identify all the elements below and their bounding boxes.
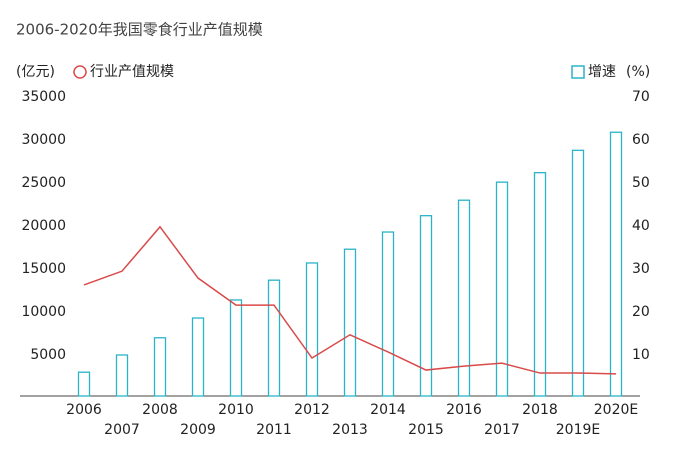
bar <box>267 279 281 397</box>
bar <box>495 181 509 397</box>
x-tick-label: 2015 <box>408 422 444 438</box>
y2-tick-label: 10 <box>632 347 650 363</box>
bar <box>343 248 357 397</box>
y2-axis-label: (%) <box>626 64 650 80</box>
legend-marker <box>571 65 585 79</box>
x-tick-label: 2006 <box>66 402 102 418</box>
x-tick-label: 2012 <box>294 402 330 418</box>
bar <box>305 262 319 397</box>
chart-title: 2006-2020年我国零食行业产值规模 <box>16 21 263 39</box>
line <box>83 225 617 375</box>
y2-tick-label: 30 <box>632 261 650 277</box>
y-tick-label: 20000 <box>21 218 66 234</box>
y2-tick-label: 20 <box>632 304 650 320</box>
x-tick-label: 2016 <box>446 402 482 418</box>
y-tick-label: 25000 <box>21 175 66 191</box>
x-tick-label: 2009 <box>180 422 216 438</box>
y-tick-label: 5000 <box>30 347 66 363</box>
legend-label: 行业产值规模 <box>90 64 174 80</box>
x-tick-label: 2007 <box>104 422 140 438</box>
bar <box>571 149 585 397</box>
x-tick-label: 2011 <box>256 422 292 438</box>
bar <box>609 131 623 397</box>
x-tick-label: 2014 <box>370 402 406 418</box>
bar <box>533 172 547 397</box>
x-tick-label: 2013 <box>332 422 368 438</box>
y2-tick-label: 40 <box>632 218 650 234</box>
x-tick-label: 2017 <box>484 422 520 438</box>
x-tick-label: 2018 <box>522 402 558 418</box>
bar <box>419 215 433 397</box>
y-tick-label: 15000 <box>21 261 66 277</box>
bar <box>115 354 129 397</box>
bar <box>381 231 395 397</box>
y2-tick-label: 70 <box>632 89 650 105</box>
legend-marker <box>73 65 87 79</box>
bar <box>191 317 205 397</box>
bar <box>457 199 471 397</box>
bar <box>229 299 243 397</box>
legend-label: 增速 <box>588 64 616 80</box>
x-tick-label: 2020E <box>594 402 638 418</box>
x-tick-label: 2010 <box>218 402 254 418</box>
y2-tick-label: 50 <box>632 175 650 191</box>
y-tick-label: 35000 <box>21 89 66 105</box>
x-tick-label: 2008 <box>142 402 178 418</box>
y-tick-label: 10000 <box>21 304 66 320</box>
y2-tick-label: 60 <box>632 132 650 148</box>
bar <box>153 337 167 397</box>
x-tick-label: 2019E <box>556 422 600 438</box>
y-tick-label: 30000 <box>21 132 66 148</box>
bar <box>77 371 91 397</box>
y-axis-label: (亿元) <box>16 64 55 80</box>
